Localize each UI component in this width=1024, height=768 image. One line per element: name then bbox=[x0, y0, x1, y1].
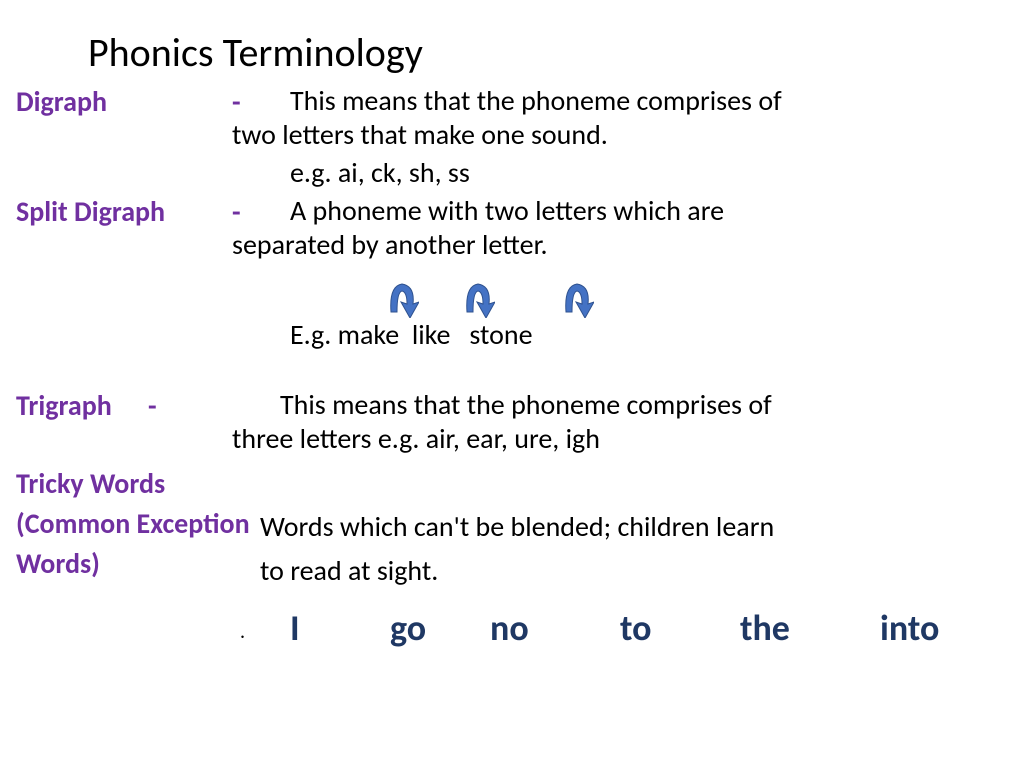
arrow-icon bbox=[385, 274, 419, 318]
def-split-digraph-line1: A phoneme with two letters which are bbox=[290, 194, 724, 228]
term-split-digraph: Split Digraph bbox=[16, 194, 165, 229]
example-split-digraph: E.g. make like stone bbox=[290, 318, 533, 352]
tricky-word-go: go bbox=[390, 606, 426, 650]
term-trigraph: Trigraph bbox=[16, 388, 112, 423]
page-title: Phonics Terminology bbox=[88, 28, 423, 77]
term-tricky-line3: Words) bbox=[16, 546, 100, 581]
def-digraph-line1: This means that the phoneme comprises of bbox=[290, 84, 782, 118]
def-trigraph-line1: This means that the phoneme comprises of bbox=[280, 388, 772, 422]
def-split-digraph-line2: separated by another letter. bbox=[232, 228, 548, 262]
tricky-word-i: I bbox=[290, 606, 300, 650]
dash-split-digraph: - bbox=[232, 194, 241, 229]
def-tricky-line2: to read at sight. bbox=[260, 554, 438, 588]
tricky-word-to: to bbox=[620, 606, 651, 650]
def-tricky-line1: Words which can't be blended; children l… bbox=[260, 510, 774, 544]
def-digraph-line2: two letters that make one sound. bbox=[232, 118, 608, 152]
tricky-word-into: into bbox=[880, 606, 939, 650]
term-tricky-line2: (Common Exception bbox=[16, 506, 250, 541]
arrow-icon bbox=[461, 274, 495, 318]
tricky-word-the: the bbox=[740, 606, 790, 650]
dash-digraph: - bbox=[232, 84, 241, 119]
dash-trigraph: - bbox=[148, 388, 157, 423]
term-tricky-line1: Tricky Words bbox=[16, 466, 165, 501]
bullet-dot: . bbox=[240, 620, 245, 644]
arrow-icon bbox=[560, 274, 594, 318]
def-trigraph-line2: three letters e.g. air, ear, ure, igh bbox=[232, 422, 600, 456]
term-digraph: Digraph bbox=[16, 84, 107, 119]
tricky-word-no: no bbox=[490, 606, 529, 650]
example-digraph: e.g. ai, ck, sh, ss bbox=[290, 156, 470, 190]
